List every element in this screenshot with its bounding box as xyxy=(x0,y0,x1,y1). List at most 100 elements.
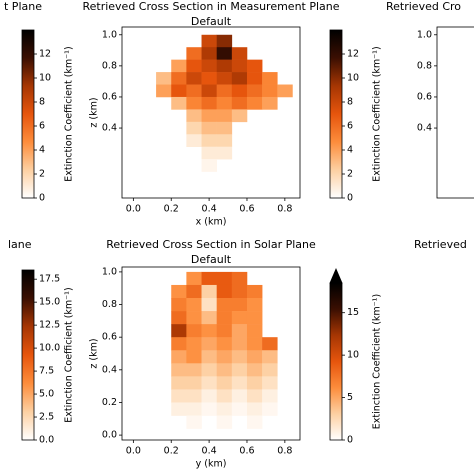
y-tick-label: 0.8 xyxy=(102,299,117,310)
heatmap-cell xyxy=(246,337,263,351)
heatmap-cell xyxy=(262,389,278,403)
heatmap-cell xyxy=(231,298,248,312)
heatmap-cell xyxy=(201,59,217,73)
heatmap-cell xyxy=(201,337,217,351)
heatmap-cell xyxy=(216,337,233,351)
x-tick-label: 0.2 xyxy=(164,204,179,215)
heatmap-cell xyxy=(231,389,248,403)
chart-title: Retrieved Cross Section in Measurement P… xyxy=(82,0,339,13)
chart-subtitle: Default xyxy=(191,253,232,266)
heatmap-cell xyxy=(201,84,217,98)
heatmap-cell xyxy=(262,376,278,390)
heatmap-cell xyxy=(186,96,202,110)
y-tick-label: 0.6 xyxy=(417,91,432,102)
heatmap-cell xyxy=(201,363,217,377)
heatmap-cell xyxy=(262,96,278,110)
heatmap-cell xyxy=(262,84,278,98)
colorbar-extend xyxy=(329,267,343,284)
heatmap-cell xyxy=(277,84,293,98)
heatmap-cell xyxy=(231,376,248,390)
heatmap-cell xyxy=(201,159,217,172)
heatmap-cell xyxy=(216,284,233,299)
heatmap-cell xyxy=(246,376,263,390)
heatmap-cell xyxy=(186,311,202,325)
colorbar-label: Extinction Coefficient (km⁻¹) xyxy=(372,294,383,429)
heatmap-cell xyxy=(171,376,187,390)
y-axis-label: z (km) xyxy=(89,338,100,368)
heatmap-cell xyxy=(216,84,233,98)
plot-frame xyxy=(436,26,474,199)
colorbar-tick-label: 8 xyxy=(347,97,353,108)
chart-title: Retrieved Cross Section in Solar Plane xyxy=(106,238,316,251)
heatmap-cell xyxy=(171,350,187,364)
heatmap-cell xyxy=(156,84,172,98)
heatmap-cell xyxy=(216,47,233,60)
heatmap-cell xyxy=(231,363,248,377)
y-axis-label: z (km) xyxy=(89,97,100,127)
heatmap-cell xyxy=(171,84,187,98)
heatmap-cell xyxy=(231,72,248,85)
heatmap-cell xyxy=(201,72,217,85)
heatmap-cell xyxy=(201,47,217,60)
heatmap-cell xyxy=(216,271,233,286)
colorbar-tick-label: 12 xyxy=(39,49,51,60)
x-axis-label: y (km) xyxy=(196,459,227,470)
heatmap-cell xyxy=(231,84,248,98)
x-tick-label: 0.4 xyxy=(202,446,217,457)
heatmap-cell xyxy=(171,72,187,85)
colorbar-tick-label: 2.5 xyxy=(39,412,54,423)
colorbar-tick-label: 12.5 xyxy=(39,320,60,331)
heatmap-cell xyxy=(231,47,248,60)
heatmap-cell xyxy=(201,284,217,299)
heatmap-cell xyxy=(186,415,202,429)
heatmap-cell xyxy=(216,34,233,48)
colorbar-label: Extinction Coefficient (km⁻¹) xyxy=(64,46,75,181)
y-tick-label: 0.8 xyxy=(417,60,432,71)
chart-title: Retrieved xyxy=(414,238,467,251)
heatmap-cell xyxy=(246,389,263,403)
plot-frame xyxy=(121,266,301,441)
heatmap-cell xyxy=(216,121,233,135)
heatmap-cell xyxy=(246,298,263,312)
y-tick-label: 1.0 xyxy=(102,266,117,277)
colorbar-label: Extinction Coefficient (km⁻¹) xyxy=(64,287,75,422)
heatmap-cell xyxy=(216,96,233,110)
y-tick-label: 0.4 xyxy=(417,123,432,134)
heatmap-cell xyxy=(231,109,248,123)
heatmap-cell xyxy=(216,109,233,123)
heatmap-cell xyxy=(246,84,263,98)
heatmap-cell xyxy=(201,376,217,390)
heatmap-cell xyxy=(216,402,233,416)
heatmap-cell xyxy=(246,72,263,85)
colorbar-tick-label: 6 xyxy=(39,121,45,132)
heatmap-cell xyxy=(246,284,263,299)
colorbar-tick-label: 0 xyxy=(39,193,45,204)
heatmap-cell xyxy=(246,350,263,364)
heatmap-cell xyxy=(201,134,217,147)
heatmap-cell xyxy=(186,363,202,377)
colorbar xyxy=(329,29,343,199)
heatmap-cell xyxy=(171,298,187,312)
heatmap-cell xyxy=(216,376,233,390)
heatmap-cell xyxy=(231,271,248,286)
heatmap-cell xyxy=(186,284,202,299)
colorbar-tick-label: 0.0 xyxy=(39,435,54,446)
heatmap-cell xyxy=(186,402,202,416)
heatmap-cell xyxy=(216,72,233,85)
heatmap-cell xyxy=(171,363,187,377)
heatmap-cell xyxy=(186,84,202,98)
colorbar-tick-label: 17.5 xyxy=(39,274,60,285)
heatmap-cell xyxy=(262,402,278,416)
colorbar-tick-label: 7.5 xyxy=(39,366,54,377)
colorbar-tick-label: 2 xyxy=(347,169,353,180)
colorbar-tick-label: 2 xyxy=(39,169,45,180)
heatmap-cell xyxy=(231,324,248,338)
colorbar-tick-label: 8 xyxy=(39,97,45,108)
heatmap-cell xyxy=(231,337,248,351)
colorbar-tick-label: 6 xyxy=(347,121,353,132)
heatmap-cell xyxy=(201,389,217,403)
heatmap-cell xyxy=(201,311,217,325)
heatmap-cell xyxy=(186,298,202,312)
colorbar xyxy=(21,29,35,199)
